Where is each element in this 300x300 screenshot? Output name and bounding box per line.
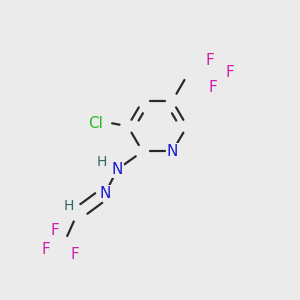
- Text: H: H: [64, 200, 74, 214]
- Text: F: F: [208, 80, 217, 95]
- Text: Cl: Cl: [88, 116, 103, 131]
- Text: N: N: [167, 144, 178, 159]
- Text: N: N: [100, 186, 111, 201]
- Text: F: F: [205, 53, 214, 68]
- Text: F: F: [71, 247, 80, 262]
- Text: H: H: [97, 155, 107, 169]
- Text: F: F: [41, 242, 50, 257]
- Text: F: F: [50, 223, 59, 238]
- Text: F: F: [226, 65, 235, 80]
- Text: N: N: [112, 162, 123, 177]
